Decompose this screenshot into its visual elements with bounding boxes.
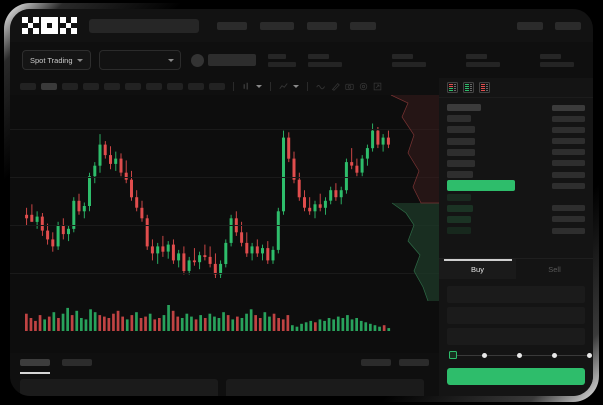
chart-toolbar [10,78,439,95]
stat-item [539,53,574,67]
timeframe-button[interactable] [167,83,183,90]
orderbook-view-asks-icon[interactable] [479,82,490,93]
place-buy-order-button[interactable] [447,368,585,385]
timeframe-button[interactable] [83,83,99,90]
header-nav [217,21,376,30]
orderbook-bid-row[interactable] [447,193,585,202]
app-screen: Spot Trading [10,9,593,396]
indicators-icon[interactable] [279,82,288,91]
pair-select[interactable] [98,50,181,70]
market-subheader: Spot Trading [10,42,593,78]
orderbook-ask-row[interactable] [447,125,585,134]
settings-icon[interactable] [359,82,368,91]
orders-tabs [10,353,439,374]
amount-field[interactable] [447,307,585,324]
bottom-action-2[interactable] [399,359,429,366]
volume-series [25,305,391,331]
nav-item-2[interactable] [260,21,294,30]
active-tab-indicator [20,372,50,374]
orderbook-view-both-icon[interactable] [447,82,458,93]
tab-open-orders[interactable] [20,359,50,366]
orderbook-ask-row[interactable] [447,159,585,168]
stat-item [391,53,426,67]
orderbook-header [439,78,593,98]
price-chart[interactable] [10,95,439,301]
stat-item [465,53,500,67]
timeframe-button[interactable] [209,83,225,90]
timeframe-button[interactable] [125,83,141,90]
orderbook-bid-row[interactable] [447,204,585,213]
slider-stop-100[interactable] [587,352,592,358]
depth-overlay [390,95,439,301]
orderbook-last-price [447,180,585,192]
orders-actions [361,359,429,366]
drawing-tool-icon[interactable] [331,82,340,91]
orderbook-header-row [447,103,585,112]
orderbook-trade-panel: Buy Sell [439,78,593,396]
chevron-down-icon [167,58,174,62]
market-type-dropdown[interactable]: Spot Trading [22,50,91,70]
slider-stop-50[interactable] [517,352,522,358]
orderbook-ask-row[interactable] [447,148,585,157]
orderbook-bid-row[interactable] [447,226,585,235]
camera-icon[interactable] [345,82,354,91]
fullscreen-icon[interactable] [373,82,382,91]
pair-price-value [207,54,256,66]
chart-type-icon[interactable] [242,82,251,91]
orderbook-ask-row[interactable] [447,114,585,123]
timeframe-button[interactable] [188,83,204,90]
timeframe-button[interactable] [104,83,120,90]
chevron-down-icon[interactable] [256,85,262,88]
bottom-panel-left[interactable] [20,379,218,396]
timeframe-button-active[interactable] [41,83,57,90]
volume-chart [10,301,439,353]
stat-item [307,53,342,67]
active-tab-indicator [444,259,512,261]
coin-avatar [190,53,204,67]
orderbook-ask-row[interactable] [447,137,585,146]
candlestick-series [25,123,390,278]
orders-panel [10,353,439,396]
nav-item-4[interactable] [350,21,376,30]
timeframe-button[interactable] [146,83,162,90]
total-field[interactable] [447,328,585,345]
bottom-action-1[interactable] [361,359,391,366]
nav-item-1[interactable] [217,21,247,30]
bottom-panel-right[interactable] [226,379,424,396]
chevron-down-icon[interactable] [293,85,299,88]
toolbar-divider [307,82,308,91]
stat-item [267,53,296,67]
search-input[interactable] [89,18,199,33]
order-form [439,279,593,345]
slider-stop-75[interactable] [552,352,557,358]
toolbar-divider [233,82,234,91]
chevron-down-icon [76,58,83,62]
orderbook-view-bids-icon[interactable] [463,82,474,93]
toolbar-divider [270,82,271,91]
app-header [10,9,593,42]
orders-content [20,379,424,396]
nav-item-3[interactable] [307,21,337,30]
header-action-2[interactable] [555,21,581,30]
market-type-label: Spot Trading [30,55,73,65]
tab-buy[interactable]: Buy [439,259,516,279]
orderbook-bid-row[interactable] [447,215,585,224]
tab-order-history[interactable] [62,359,92,366]
slider-handle[interactable] [449,351,457,359]
orderbook-rows[interactable] [439,98,593,258]
buy-sell-tabs: Buy Sell [439,258,593,279]
amount-percent-slider[interactable] [439,350,593,362]
timeframe-button[interactable] [20,83,36,90]
market-stats [267,53,574,67]
okx-logo[interactable] [22,17,77,34]
price-field[interactable] [447,286,585,303]
timeframe-button[interactable] [62,83,78,90]
tab-sell[interactable]: Sell [548,265,561,274]
slider-stop-25[interactable] [482,352,487,358]
wave-indicator-icon[interactable] [316,82,326,91]
header-action-1[interactable] [517,21,543,30]
orderbook-ask-row[interactable] [447,170,585,179]
